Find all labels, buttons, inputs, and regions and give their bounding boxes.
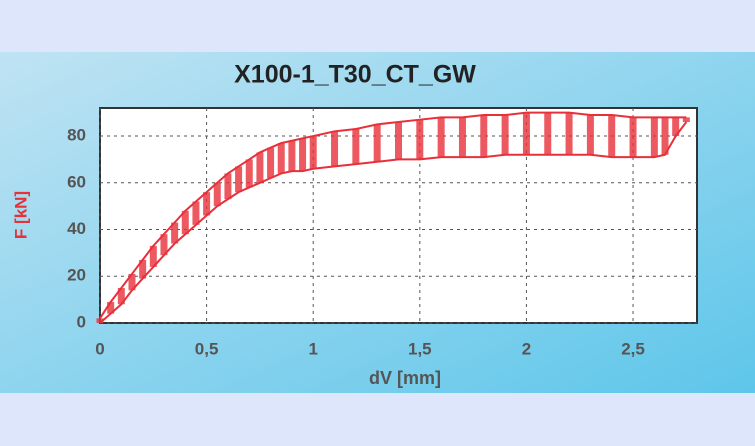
x-tick-label: 2,5	[621, 339, 645, 358]
x-tick-label: 0	[95, 339, 104, 358]
y-tick-label: 0	[77, 312, 86, 331]
y-tick-label: 20	[67, 266, 86, 285]
envelope-line	[99, 121, 688, 324]
envelope-line	[99, 111, 687, 319]
y-tick-label: 40	[67, 219, 86, 238]
x-tick-label: 2	[522, 339, 531, 358]
chart-title: X100-1_T30_CT_GW	[234, 61, 476, 89]
x-tick-label: 0,5	[195, 339, 219, 358]
y-tick-label: 80	[67, 126, 86, 145]
x-axis-label: dV [mm]	[369, 368, 441, 388]
y-tick-label: 60	[67, 172, 86, 191]
x-tick-label: 1	[308, 339, 317, 358]
x-tick-label: 1,5	[408, 339, 432, 358]
y-axis-label: F [kN]	[11, 191, 30, 239]
